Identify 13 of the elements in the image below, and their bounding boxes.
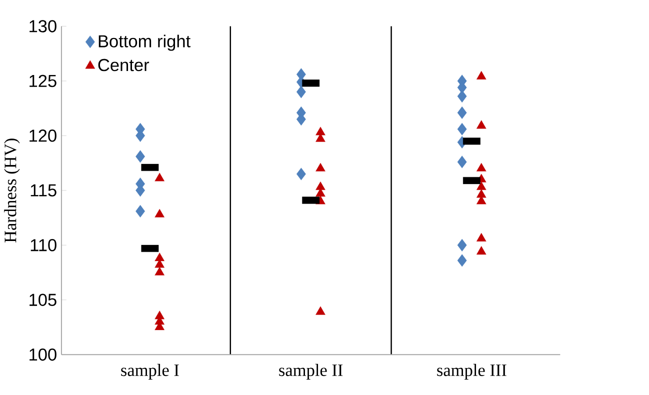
legend-label: Center [98, 58, 150, 72]
y-tick-label: 120 [30, 129, 56, 142]
x-tick-label: sample I [121, 364, 179, 380]
x-tick-label: sample III [437, 364, 506, 380]
legend-label: Bottom right [98, 34, 190, 51]
x-tick-label: sample II [279, 364, 343, 380]
y-tick-label: 115 [30, 184, 56, 196]
y-tick-label: 125 [30, 74, 56, 87]
y-axis-title: Hardness (HV) [4, 138, 20, 242]
y-tick-label: 110 [30, 238, 56, 252]
y-tick-label: 105 [30, 294, 56, 306]
y-tick-label: 100 [30, 348, 56, 361]
y-tick-label: 130 [30, 20, 56, 32]
